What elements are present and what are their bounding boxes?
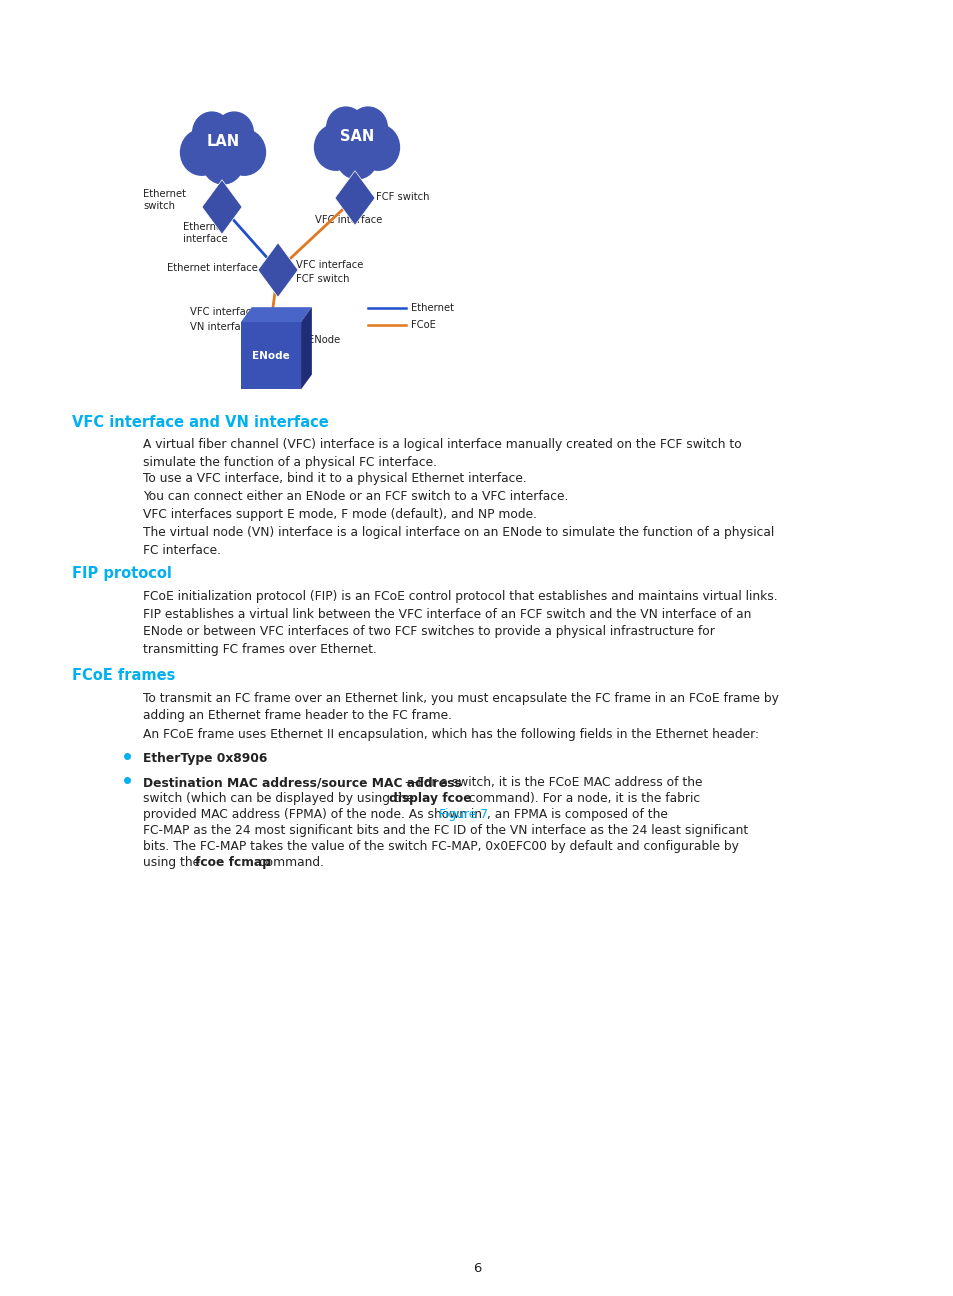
Text: FIP establishes a virtual link between the VFC interface of an FCF switch and th: FIP establishes a virtual link between t…: [143, 608, 751, 656]
Text: VFC interface: VFC interface: [314, 215, 382, 226]
Text: To use a VFC interface, bind it to a physical Ethernet interface.: To use a VFC interface, bind it to a phy…: [143, 472, 526, 485]
Text: Ethernet: Ethernet: [411, 303, 454, 314]
Text: FCoE initialization protocol (FIP) is an FCoE control protocol that establishes : FCoE initialization protocol (FIP) is an…: [143, 590, 777, 603]
Ellipse shape: [223, 130, 265, 175]
Text: bits. The FC-MAP takes the value of the switch FC-MAP, 0x0EFC00 by default and c: bits. The FC-MAP takes the value of the …: [143, 840, 739, 853]
Polygon shape: [335, 171, 375, 226]
Text: The virtual node (VN) interface is a logical interface on an ENode to simulate t: The virtual node (VN) interface is a log…: [143, 526, 774, 556]
Text: —For a switch, it is the FCoE MAC address of the: —For a switch, it is the FCoE MAC addres…: [405, 776, 701, 789]
Text: provided MAC address (FPMA) of the node. As shown in: provided MAC address (FPMA) of the node.…: [143, 807, 485, 820]
Text: EtherType 0x8906: EtherType 0x8906: [143, 752, 267, 765]
Ellipse shape: [193, 111, 231, 153]
Text: , an FPMA is composed of the: , an FPMA is composed of the: [486, 807, 667, 820]
Text: Ethernet
switch: Ethernet switch: [143, 189, 186, 211]
Text: LAN: LAN: [206, 133, 239, 149]
Text: To transmit an FC frame over an Ethernet link, you must encapsulate the FC frame: To transmit an FC frame over an Ethernet…: [143, 692, 778, 722]
Text: 6: 6: [473, 1262, 480, 1275]
Ellipse shape: [349, 108, 387, 149]
Text: FCF switch: FCF switch: [375, 192, 429, 202]
Ellipse shape: [336, 137, 376, 179]
Text: FIP protocol: FIP protocol: [71, 566, 172, 581]
Ellipse shape: [203, 143, 243, 184]
Text: ENode: ENode: [308, 334, 340, 345]
Text: An FCoE frame uses Ethernet II encapsulation, which has the following fields in : An FCoE frame uses Ethernet II encapsula…: [143, 728, 759, 741]
Text: SAN: SAN: [339, 130, 374, 144]
Ellipse shape: [193, 117, 253, 180]
Polygon shape: [202, 180, 242, 235]
Ellipse shape: [314, 124, 356, 170]
Ellipse shape: [326, 111, 387, 175]
Polygon shape: [301, 307, 312, 389]
Text: fcoe fcmap: fcoe fcmap: [194, 855, 271, 870]
Text: switch (which can be displayed by using the: switch (which can be displayed by using …: [143, 792, 417, 805]
Text: FCF switch: FCF switch: [295, 273, 349, 284]
Ellipse shape: [356, 124, 399, 170]
Text: FCoE frames: FCoE frames: [71, 667, 175, 683]
Text: A virtual fiber channel (VFC) interface is a logical interface manually created : A virtual fiber channel (VFC) interface …: [143, 438, 741, 468]
Text: .: .: [254, 752, 258, 765]
Polygon shape: [241, 307, 312, 321]
Text: using the: using the: [143, 855, 204, 870]
Text: VFC interface: VFC interface: [190, 307, 257, 318]
Ellipse shape: [326, 108, 365, 149]
Text: VN interface: VN interface: [190, 321, 252, 332]
Ellipse shape: [214, 111, 253, 153]
Polygon shape: [257, 242, 297, 297]
Text: VFC interfaces support E mode, F mode (default), and NP mode.: VFC interfaces support E mode, F mode (d…: [143, 508, 537, 521]
Text: display fcoe: display fcoe: [389, 792, 471, 805]
Text: FCoE: FCoE: [411, 320, 436, 330]
Text: command.: command.: [254, 855, 324, 870]
Text: Ethernet
interface: Ethernet interface: [183, 222, 228, 245]
Text: You can connect either an ENode or an FCF switch to a VFC interface.: You can connect either an ENode or an FC…: [143, 490, 568, 503]
Text: Figure 7: Figure 7: [438, 807, 488, 820]
Text: VFC interface and VN interface: VFC interface and VN interface: [71, 415, 329, 430]
Text: ENode: ENode: [252, 351, 290, 360]
Text: Destination MAC address/source MAC address: Destination MAC address/source MAC addre…: [143, 776, 461, 789]
Text: VFC interface: VFC interface: [295, 260, 363, 270]
Text: command). For a node, it is the fabric: command). For a node, it is the fabric: [464, 792, 700, 805]
Ellipse shape: [180, 130, 223, 175]
Text: Ethernet interface: Ethernet interface: [167, 263, 257, 273]
Text: FC-MAP as the 24 most significant bits and the FC ID of the VN interface as the : FC-MAP as the 24 most significant bits a…: [143, 824, 747, 837]
Polygon shape: [241, 321, 301, 389]
